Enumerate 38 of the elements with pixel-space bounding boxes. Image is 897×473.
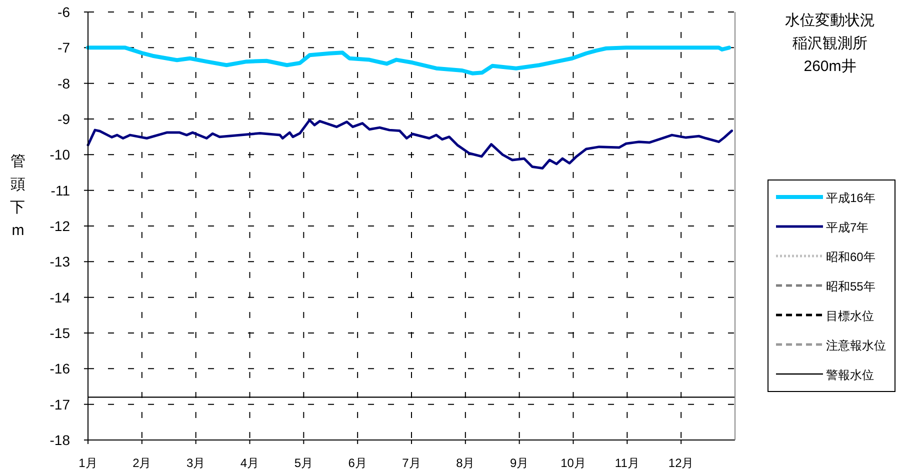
- y-tick-label: -13: [50, 254, 70, 270]
- y-tick-label: -16: [50, 360, 70, 377]
- x-tick-label: 10月: [560, 456, 586, 470]
- x-tick-label: 2月: [132, 456, 152, 470]
- line-series: [86, 118, 734, 170]
- y-tick-label: -18: [50, 432, 70, 448]
- y-tick-label: -10: [50, 146, 70, 163]
- text: 水位変動状況: [785, 12, 875, 29]
- legend-label: 平成7年: [826, 220, 869, 234]
- y-axis-title: 管頭下 m: [10, 152, 26, 241]
- y-tick-label: -15: [50, 325, 70, 341]
- legend-label: 平成16年: [826, 191, 876, 205]
- y-tick-label: -11: [50, 182, 70, 198]
- legend-label: 昭和60年: [826, 250, 876, 264]
- legend-label: 警報水位: [826, 368, 874, 382]
- x-tick-label: 11月: [614, 456, 640, 470]
- y-tick-label: -7: [58, 40, 70, 56]
- legend-label: 昭和55年: [826, 280, 876, 294]
- y-tick-label: -12: [50, 218, 70, 234]
- line-series: [86, 46, 732, 76]
- y-tick-label: -14: [50, 289, 70, 306]
- x-tick-label: 5月: [294, 456, 314, 470]
- x-tick-label: 7月: [402, 456, 421, 470]
- x-tick-label: 12月: [668, 456, 694, 470]
- text: 稲沢観測所: [792, 35, 868, 52]
- x-tick-label: 4月: [240, 456, 260, 470]
- legend-label: 注意報水位: [826, 338, 886, 352]
- y-tick-label: -6: [58, 4, 70, 20]
- x-tick-label: 3月: [186, 456, 206, 470]
- y-tick-label: -9: [58, 111, 70, 127]
- x-tick-label: 1月: [78, 456, 98, 470]
- legend-label: 目標水位: [826, 309, 874, 323]
- text: 260m井: [804, 58, 856, 75]
- x-tick-label: 6月: [348, 456, 367, 470]
- y-tick-label: -17: [50, 396, 70, 412]
- x-tick-label: 9月: [510, 456, 529, 470]
- y-tick-label: -8: [58, 75, 70, 92]
- x-tick-label: 8月: [456, 456, 475, 470]
